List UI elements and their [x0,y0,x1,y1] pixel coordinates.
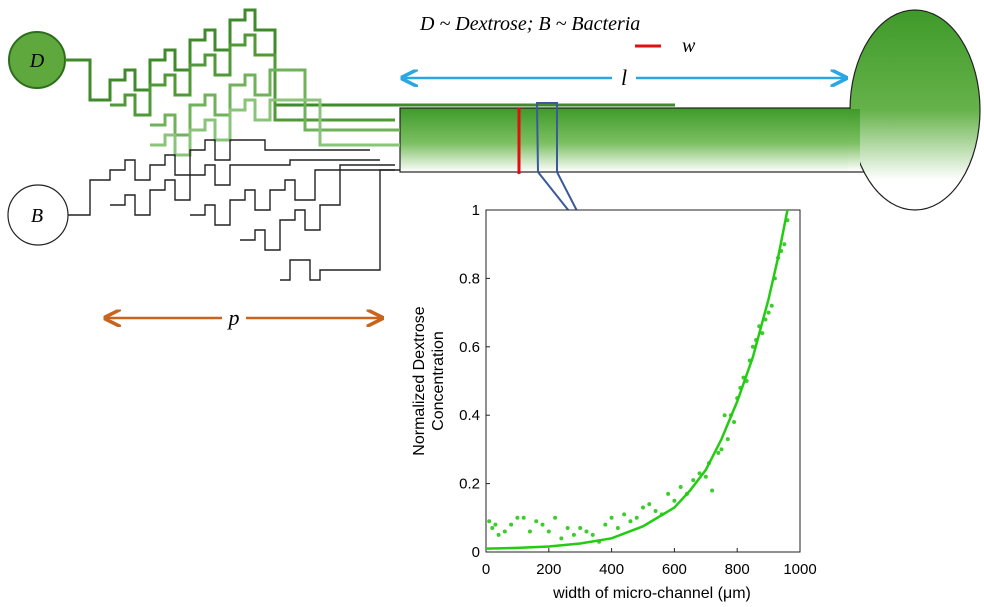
outlet [849,9,981,211]
data-point [672,498,677,503]
x-tick-label: 600 [662,561,687,578]
data-point [487,519,492,524]
zoom-box [535,102,593,241]
legend-text: D ~ Dextrose; B ~ Bacteria [419,13,640,35]
data-point [760,331,765,336]
data-point [546,529,551,534]
data-point [716,450,721,455]
data-point [540,522,545,527]
data-point [782,242,787,247]
data-point [553,515,558,520]
data-point [534,519,539,524]
data-point [750,344,755,349]
data-point [732,420,737,425]
data-point [719,447,724,452]
data-point [628,519,633,524]
data-point [502,529,507,534]
data-point [634,515,639,520]
mixer-label: p [227,305,240,330]
y-tick-label: 0.6 [459,339,480,356]
device: D ~ Dextrose; B ~ Bacteria D B w l p [7,8,981,330]
y-tick-label: 0 [472,544,480,561]
x-tick-label: 800 [725,561,750,578]
data-point [571,532,576,537]
data-point [559,536,564,541]
data-point [697,471,702,476]
y-tick-label: 0.2 [459,476,480,493]
data-point [527,529,532,534]
data-point [496,532,501,537]
label-bg [612,66,636,88]
data-point [725,437,730,442]
junction [848,109,860,171]
x-tick-label: 400 [599,561,624,578]
mixer [65,8,675,281]
y-tick-label: 0.4 [459,407,480,424]
y-tick-label: 0.8 [459,270,480,287]
data-point [578,526,583,531]
width-label: w [682,35,696,57]
data-point [691,478,696,483]
data-point [722,413,727,418]
data-point [493,522,498,527]
plot-frame [485,209,801,553]
data-point [590,532,595,537]
data-point [653,508,658,513]
chart: width of micro-channel (μm) Normalized D… [411,202,817,602]
data-point [678,485,683,490]
data-point [565,526,570,531]
data-point [603,522,608,527]
data-point [521,515,526,520]
data-point [515,515,520,520]
y-axis-label: Concentration [430,331,447,431]
inlet-label: D [29,50,45,72]
x-tick-label: 1000 [783,561,816,578]
data-point [703,474,708,479]
data-point [710,488,715,493]
x-tick-label: 0 [482,561,490,578]
data-point [769,303,774,308]
y-axis-label: Normalized Dextrose [411,306,428,455]
fit-line [485,209,789,550]
data-point [584,529,589,534]
data-point [666,491,671,496]
data-point [490,526,495,531]
channel [399,107,871,173]
inlet-label: B [31,205,43,227]
y-tick-label: 1 [472,202,480,219]
data-point [615,526,620,531]
x-axis-label: width of micro-channel (μm) [552,585,751,602]
data-point [509,522,514,527]
x-tick-label: 200 [536,561,561,578]
data-point [647,502,652,507]
data-point [609,515,614,520]
length-label: l [621,65,627,90]
data-point [641,505,645,510]
data-point [622,512,627,517]
data-point [766,310,771,315]
label-bg [222,307,246,329]
